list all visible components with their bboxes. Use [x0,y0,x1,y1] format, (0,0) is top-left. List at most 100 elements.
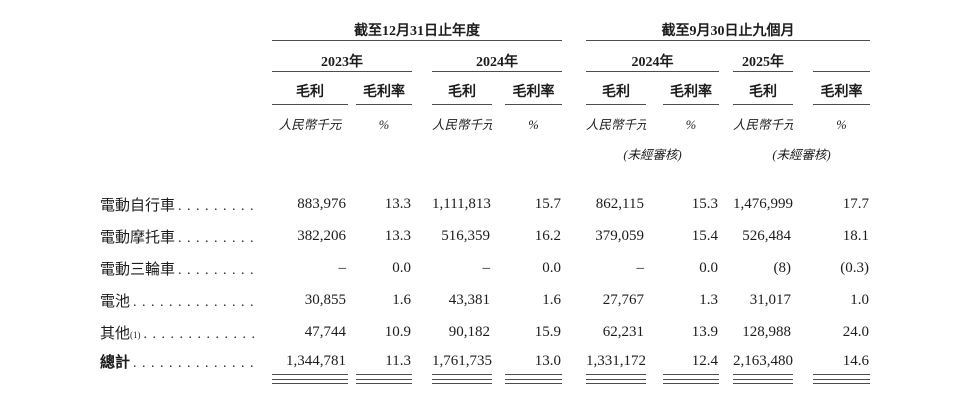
total-cell: 14.6 [813,348,870,375]
data-cell: 13.3 [384,227,411,244]
data-cell: 16.2 [534,227,561,244]
data-cell: 15.9 [534,323,561,340]
data-cell: 90,182 [448,323,490,340]
col-header-gross-margin: 毛利率 [505,71,562,105]
leader-dots [178,262,260,279]
col-header-gross-margin: 毛利率 [663,71,719,105]
data-cell: 1,476,999 [733,195,793,212]
total-cell: 11.3 [356,348,412,375]
col-header-gross-profit: 毛利 [733,71,793,105]
double-rule [432,379,492,384]
data-cell: 15.3 [691,195,718,212]
data-cell: 0.0 [542,259,561,276]
unit-header-pct: % [685,118,697,132]
data-cell: 43,381 [448,291,490,308]
unaudited-note: (未經審核) [772,148,831,162]
total-cell: 12.4 [663,348,719,375]
row-label: 電動自行車 [100,197,176,214]
data-cell: 1.0 [850,291,869,308]
data-cell: 24.0 [842,323,869,340]
row-label: 電動摩托車 [100,229,176,246]
data-cell: 883,976 [297,195,346,212]
col-header-gross-profit: 毛利 [272,71,348,105]
year-header-9m2025-margin-rule [813,40,870,72]
data-cell: 1.6 [392,291,411,308]
double-rule [505,379,562,384]
data-cell: – [482,259,491,276]
year-header-9m2024: 2024年 [586,40,719,72]
row-label: 其他 [100,325,131,342]
data-cell: 15.7 [534,195,561,212]
leader-dots [144,326,260,343]
group-header-annual: 截至12月31日止年度 [272,8,562,41]
data-cell: 27,767 [602,291,644,308]
table-row: 電池 30,855 1.6 43,381 1.6 27,767 1.3 31,0… [100,284,870,316]
total-cell: 2,163,480 [733,348,793,375]
double-rule [733,379,793,384]
data-cell: 62,231 [602,323,644,340]
data-cell: 30,855 [304,291,346,308]
leader-dots [133,294,260,311]
unit-header-pct: % [528,118,539,132]
data-cell: 13.9 [691,323,718,340]
table-row: 2023年 2024年 2024年 2025年 [100,40,870,72]
year-header-2024: 2024年 [432,40,562,72]
data-cell: – [636,259,645,276]
unit-header-pct: % [378,118,390,132]
data-cell: 15.4 [691,227,718,244]
double-rule [356,379,412,384]
total-row: 總計 1,344,781 11.3 1,761,735 13.0 1,331,1… [100,348,870,375]
leader-dots [178,198,260,215]
data-cell: 31,017 [749,291,791,308]
col-header-gross-margin: 毛利率 [356,71,412,105]
double-rule [586,379,646,384]
table-row: 其他(1) 47,744 10.9 90,182 15.9 62,231 13.… [100,316,870,348]
data-cell: 1.3 [699,291,718,308]
data-cell: 47,744 [304,323,346,340]
document-page: 截至12月31日止年度 截至9月30日止九個月 2023年 2024年 2024… [0,8,960,408]
group-header-nine-month: 截至9月30日止九個月 [586,8,870,41]
double-rule [663,379,719,384]
unit-header-pct: % [836,118,847,132]
table-row: (未經審核) (未經審核) [100,137,870,167]
unit-header-rmb: 人民幣千元 [733,118,793,132]
leader-dots [178,230,260,247]
unaudited-note: (未經審核) [623,148,682,162]
leader-dots [133,355,260,372]
data-cell: 382,206 [297,227,346,244]
total-cell: 1,761,735 [432,348,492,375]
data-cell: 516,359 [441,227,490,244]
data-cell: 0.0 [699,259,718,276]
data-cell: (8) [773,259,792,276]
data-cell: (0.3) [840,259,869,276]
row-label: 電池 [100,293,131,310]
col-header-gross-profit: 毛利 [432,71,492,105]
gross-profit-table: 截至12月31日止年度 截至9月30日止九個月 2023年 2024年 2024… [100,8,870,389]
table-row: 毛利 毛利率 毛利 毛利率 毛利 毛利率 毛利 毛利率 [100,71,870,105]
data-cell: 1.6 [542,291,561,308]
data-cell: 18.1 [842,227,869,244]
total-cell: 1,344,781 [272,348,348,375]
double-rule [272,379,348,384]
year-header-2023: 2023年 [272,40,412,72]
table-row: 電動自行車 883,976 13.3 1,111,813 15.7 862,11… [100,188,870,220]
data-cell: 128,988 [742,323,791,340]
data-cell: 17.7 [842,195,869,212]
year-header-9m2025: 2025年 [733,40,793,72]
row-label: 電動三輪車 [100,261,176,278]
unit-header-rmb: 人民幣千元 [586,118,646,132]
col-header-gross-profit: 毛利 [586,71,646,105]
data-cell: 13.3 [384,195,411,212]
total-cell: 1,331,172 [586,348,646,375]
table-row: 電動三輪車 – 0.0 – 0.0 – 0.0 (8) (0.3) [100,252,870,284]
total-label: 總計 [100,354,131,371]
table-row: 電動摩托車 382,206 13.3 516,359 16.2 379,059 … [100,220,870,252]
table-row [100,167,870,188]
col-header-gross-margin: 毛利率 [813,71,870,105]
total-cell: 13.0 [505,348,562,375]
total-double-rule-row [100,375,870,390]
data-cell: – [338,259,347,276]
double-rule [813,379,870,384]
unit-header-rmb: 人民幣千元 [278,118,342,132]
data-cell: 379,059 [595,227,644,244]
